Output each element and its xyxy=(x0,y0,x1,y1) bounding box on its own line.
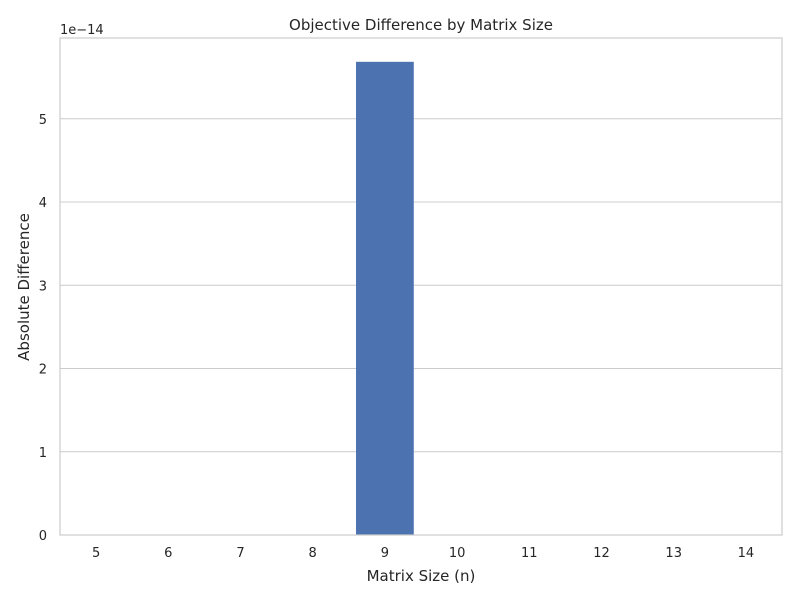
y-tick-labels: 0 1 2 3 4 5 xyxy=(39,113,47,544)
x-tick-label: 10 xyxy=(449,546,466,561)
x-tick-labels: 5 6 7 8 9 10 11 12 13 14 xyxy=(92,546,754,561)
bar-9 xyxy=(356,61,414,535)
chart-title: Objective Difference by Matrix Size xyxy=(289,16,553,34)
x-tick-label: 12 xyxy=(593,546,610,561)
x-tick-label: 8 xyxy=(309,546,317,561)
y-tick-label: 4 xyxy=(39,196,47,211)
grid-lines xyxy=(60,118,782,536)
x-axis-label: Matrix Size (n) xyxy=(367,567,476,585)
x-tick-label: 13 xyxy=(665,546,682,561)
x-tick-label: 6 xyxy=(164,546,172,561)
y-tick-label: 3 xyxy=(39,279,47,294)
y-axis-label: Absolute Difference xyxy=(15,213,33,361)
x-tick-label: 5 xyxy=(92,546,100,561)
bars xyxy=(356,61,414,535)
plot-frame xyxy=(59,37,783,536)
y-tick-label: 1 xyxy=(39,446,47,461)
x-tick-label: 11 xyxy=(521,546,538,561)
y-tick-label: 0 xyxy=(39,529,47,544)
y-tick-label: 5 xyxy=(39,113,47,128)
x-tick-label: 9 xyxy=(381,546,389,561)
x-tick-label: 7 xyxy=(236,546,244,561)
y-axis-offset-label: 1e−14 xyxy=(60,23,104,38)
x-tick-label: 14 xyxy=(738,546,755,561)
y-tick-label: 2 xyxy=(39,363,47,378)
